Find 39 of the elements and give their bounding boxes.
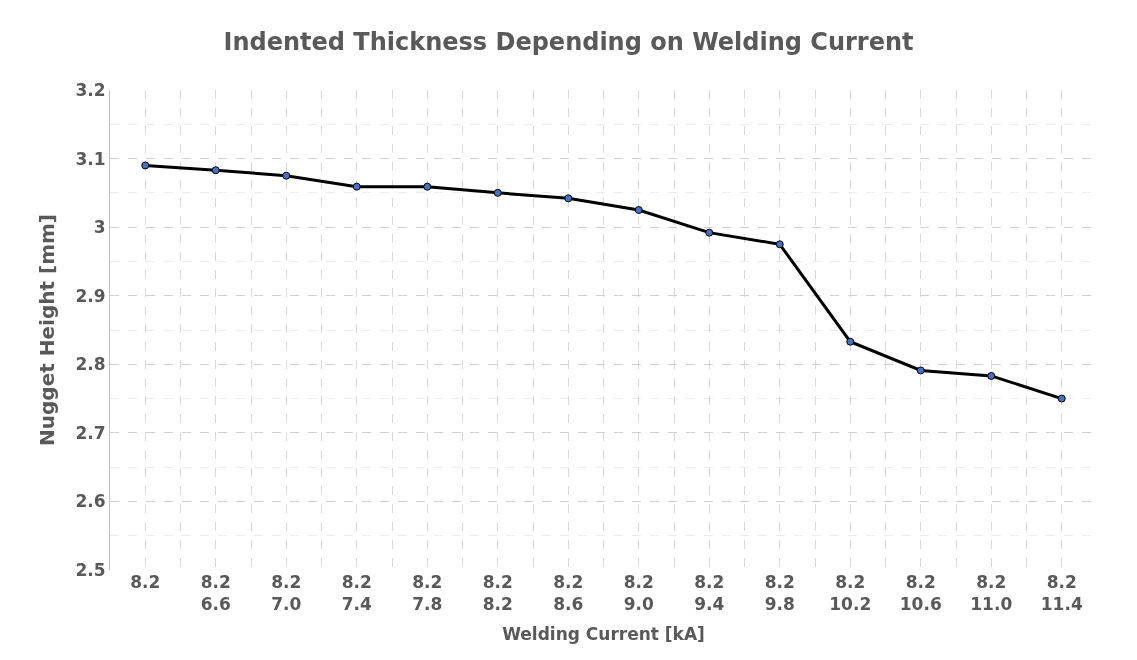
x-tick-label: 8.2 10.2 [829, 572, 872, 615]
y-tick-label: 2.5 [75, 559, 106, 580]
x-tick-label: 8.2 9.4 [694, 572, 725, 615]
point [705, 228, 714, 237]
y-tick-label: 3.1 [75, 148, 106, 169]
y-tick-label: 3 [93, 217, 106, 238]
chart-title: Indented Thickness Depending on Welding Current [223, 27, 914, 56]
x-tick-label: 8.2 7.4 [341, 572, 372, 615]
x-tick-label: 8.2 [130, 572, 161, 592]
point [282, 171, 291, 180]
point [916, 366, 925, 375]
x-tick-label: 8.2 11.4 [1040, 572, 1083, 615]
point [846, 337, 855, 346]
y-tick-label: 2.8 [75, 354, 106, 375]
y-tick-label: 3.2 [75, 79, 106, 100]
y-tick-label: 2.9 [75, 285, 106, 306]
x-tick-label: 8.2 8.6 [553, 572, 584, 615]
point [352, 182, 361, 191]
point [141, 161, 150, 170]
point [564, 194, 573, 203]
y-axis-title: Nugget Height [mm] [34, 214, 59, 446]
point [211, 166, 220, 175]
point [1057, 394, 1066, 403]
x-tick-label: 8.2 6.6 [200, 572, 231, 615]
y-tick-label: 2.7 [75, 422, 106, 443]
x-tick-label: 8.2 8.2 [482, 572, 513, 615]
y-tick-label: 2.6 [75, 491, 106, 512]
point [987, 371, 996, 380]
x-tick-label: 8.2 10.6 [899, 572, 942, 615]
x-tick-label: 8.2 9.0 [623, 572, 654, 615]
point [634, 206, 643, 214]
x-tick-label: 8.2 7.8 [412, 572, 443, 615]
x-tick-label: 8.2 11.0 [970, 572, 1013, 615]
x-axis-title: Welding Current [kA] [502, 624, 705, 645]
point [423, 182, 432, 191]
point [775, 240, 784, 249]
point [493, 188, 502, 197]
x-tick-label: 8.2 7.0 [271, 572, 302, 615]
x-tick-label: 8.2 9.8 [764, 572, 795, 615]
